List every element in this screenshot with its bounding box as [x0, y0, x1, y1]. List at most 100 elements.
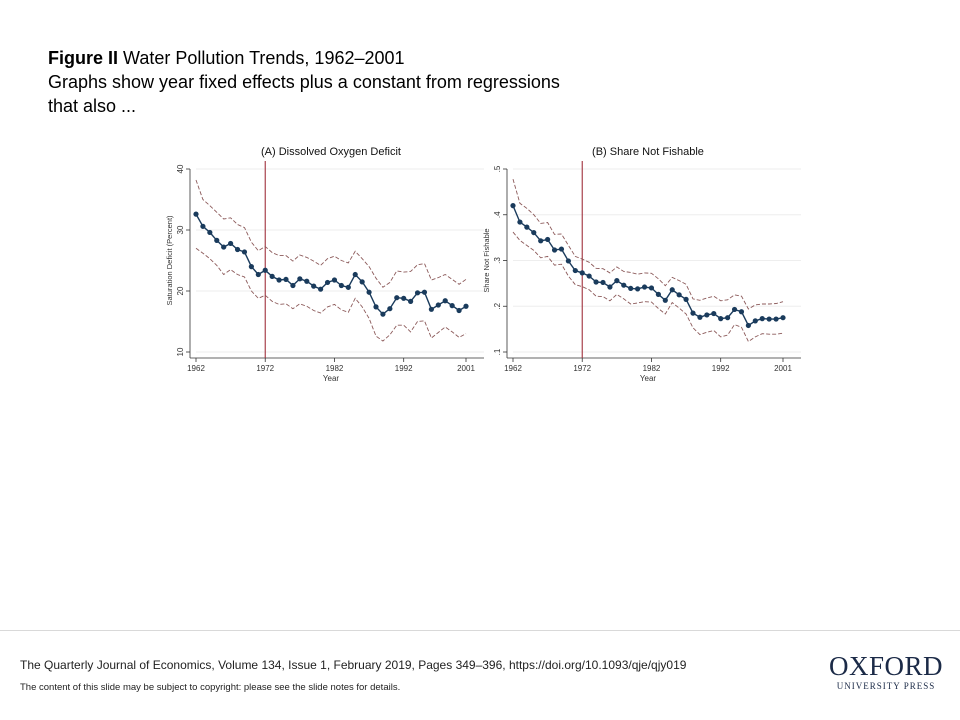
estimate-point — [318, 286, 324, 292]
figure-caption: Figure II Water Pollution Trends, 1962–2… — [48, 46, 688, 118]
estimate-point — [221, 244, 227, 250]
estimate-point — [359, 279, 365, 285]
estimate-point — [234, 246, 241, 253]
figure-label: Figure II — [48, 48, 119, 68]
estimate-point — [304, 278, 310, 284]
logo-oxford: OXFORD — [828, 651, 944, 681]
estimate-point — [745, 322, 751, 329]
estimate-point — [510, 203, 516, 209]
estimate-line — [195, 213, 467, 316]
caption-title-line: Figure II Water Pollution Trends, 1962–2… — [48, 46, 688, 70]
estimate-point — [565, 258, 571, 264]
estimate-point — [449, 303, 455, 309]
estimate-point — [345, 284, 351, 290]
x-axis-label: Year — [323, 374, 340, 383]
estimate-point — [193, 211, 199, 217]
x-tick-label: 1962 — [504, 364, 522, 373]
estimate-point — [579, 270, 585, 276]
estimate-point — [725, 315, 731, 321]
estimate-point — [387, 306, 393, 312]
estimate-point — [255, 271, 261, 278]
estimate-point — [331, 277, 338, 283]
estimate-point — [373, 304, 379, 310]
y-axis-label: Share Not Fishable — [482, 228, 491, 292]
estimate-point — [558, 246, 565, 252]
y-tick-label: 40 — [176, 164, 185, 173]
y-tick-label: .1 — [493, 348, 502, 355]
x-tick-label: 1972 — [573, 364, 591, 373]
estimate-point — [607, 284, 613, 290]
x-tick-label: 1992 — [712, 364, 730, 373]
estimate-point — [352, 271, 358, 278]
y-tick-label: 10 — [176, 347, 185, 356]
estimate-point — [269, 273, 275, 279]
estimate-point — [662, 297, 668, 303]
estimate-point — [517, 219, 523, 225]
x-tick-label: 1982 — [643, 364, 661, 373]
estimate-point — [773, 316, 779, 322]
estimate-point — [600, 279, 606, 286]
x-tick-label: 1962 — [187, 364, 205, 373]
footer-divider — [0, 630, 960, 631]
estimate-point — [711, 310, 717, 317]
estimate-point — [683, 296, 689, 302]
estimate-point — [545, 236, 551, 243]
estimate-point — [628, 285, 634, 292]
estimate-point — [283, 276, 289, 283]
estimate-point — [414, 290, 421, 296]
estimate-point — [676, 292, 682, 298]
upper-ci-line — [195, 179, 467, 288]
estimate-point — [380, 311, 386, 317]
chart-panel-b: .1 .2 .3 .4 .5 1962 1972 1982 1992 2001 Year Share … — [482, 146, 801, 383]
estimate-point — [752, 318, 758, 324]
copyright-notice: The content of this slide may be subject… — [20, 682, 401, 693]
estimate-point — [401, 295, 407, 301]
x-tick-label: 1982 — [326, 364, 344, 373]
estimate-point — [718, 316, 724, 322]
estimate-point — [780, 315, 786, 321]
caption-description-1: Graphs show year fixed effects plus a co… — [48, 72, 560, 92]
estimate-point — [669, 287, 675, 293]
x-tick-label: 1972 — [256, 364, 274, 373]
estimate-point — [394, 295, 400, 301]
estimate-point — [297, 276, 303, 282]
y-tick-label: 20 — [176, 286, 185, 295]
estimate-point — [704, 312, 710, 318]
lower-ci-line — [512, 231, 784, 343]
estimate-point — [524, 224, 530, 230]
logo-university-press: UNIVERSITY PRESS — [836, 681, 936, 691]
estimate-line — [512, 205, 784, 327]
estimate-point — [324, 279, 331, 286]
estimate-point — [200, 223, 206, 229]
estimate-point — [593, 279, 599, 285]
estimate-point — [241, 249, 248, 255]
estimate-point — [538, 238, 544, 244]
y-tick-label: .4 — [493, 211, 502, 218]
estimate-point — [551, 247, 558, 253]
estimate-point — [248, 264, 254, 270]
x-tick-label: 2001 — [457, 364, 475, 373]
estimate-point — [228, 240, 234, 247]
estimate-point — [621, 282, 627, 288]
estimate-point — [435, 302, 441, 308]
estimate-point — [276, 277, 282, 283]
figure-charts: 10 20 30 40 1962 1972 1982 1992 2001 Year Saturati… — [160, 135, 810, 390]
estimate-point — [759, 316, 765, 322]
y-tick-label: .5 — [493, 165, 502, 172]
estimate-point — [428, 306, 434, 312]
caption-description-2: that also ... — [48, 96, 137, 116]
estimate-point — [463, 303, 469, 309]
estimate-point — [586, 273, 592, 279]
estimate-point — [262, 267, 268, 273]
estimate-point — [614, 278, 620, 284]
x-tick-label: 1992 — [395, 364, 413, 373]
y-tick-label: .2 — [493, 302, 502, 309]
estimate-point — [641, 284, 648, 290]
estimate-point — [207, 229, 213, 236]
x-axis-label: Year — [640, 374, 657, 383]
estimate-point — [442, 298, 448, 304]
chart-title: (A) Dissolved Oxygen Deficit — [261, 146, 401, 158]
estimate-point — [738, 309, 745, 315]
estimate-point — [531, 229, 537, 236]
estimate-point — [408, 298, 414, 304]
